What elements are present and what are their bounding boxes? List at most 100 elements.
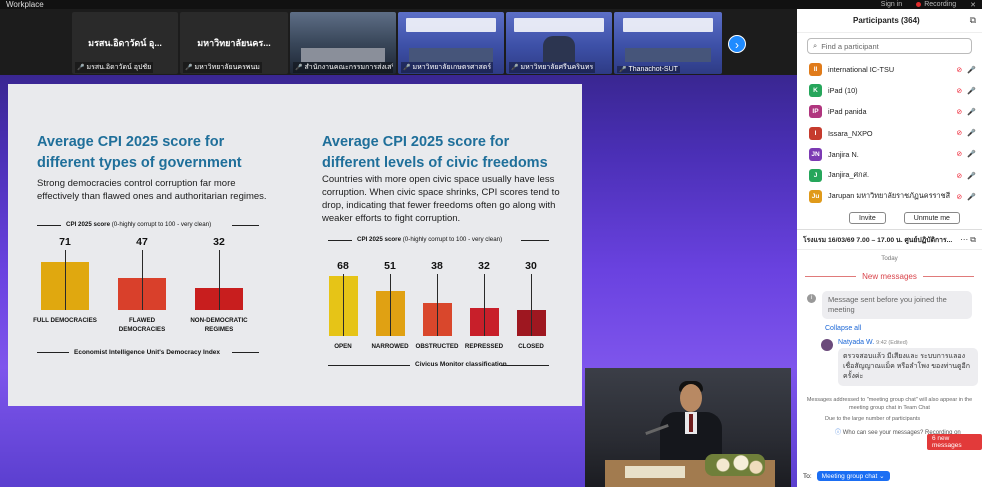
bar-gridline bbox=[343, 274, 344, 336]
search-placeholder: Find a participant bbox=[821, 41, 879, 51]
video-off-icon: ⊘ bbox=[956, 172, 963, 180]
video-banner bbox=[622, 18, 714, 32]
video-off-icon: ⊘ bbox=[956, 193, 963, 201]
video-off-icon: ⊘ bbox=[956, 66, 963, 74]
speaker-head bbox=[680, 384, 702, 412]
participant-search-input[interactable]: ⌕ Find a participant bbox=[807, 38, 972, 54]
system-message-text: Message sent before you joined the meeti… bbox=[822, 291, 972, 319]
message-text: ตรวจสอบแล้ว มีเสียงและ ระบบการแลองเชื่อส… bbox=[838, 348, 978, 386]
speaker-tie bbox=[689, 414, 693, 432]
filmstrip-next-button[interactable]: › bbox=[728, 35, 746, 53]
podium-sign bbox=[625, 466, 685, 478]
mic-muted-icon: 🎤 bbox=[967, 108, 976, 116]
invite-button[interactable]: Invite bbox=[849, 212, 886, 224]
bar-value-label: 47 bbox=[136, 236, 148, 248]
recording-label: Recording bbox=[924, 1, 957, 8]
participant-row[interactable]: IP iPad panida ⊘ 🎤 bbox=[797, 101, 982, 122]
bar-gridline bbox=[65, 250, 66, 310]
participant-row[interactable]: I Issara_NXPO ⊘ 🎤 bbox=[797, 123, 982, 144]
bar-value-label: 30 bbox=[525, 260, 537, 272]
participant-row[interactable]: JN Janjira N. ⊘ 🎤 bbox=[797, 144, 982, 165]
recording-indicator[interactable]: Recording bbox=[916, 1, 956, 9]
bar-category-label: OBSTRUCTED bbox=[415, 343, 459, 350]
tile-label: 🎤 มหาวิทยาลัยเกษตรศาสตร์ bbox=[401, 62, 494, 73]
participant-tile[interactable]: มหาวิทยาลัยนคร... 🎤 มหาวิทยาลัยนครพนม bbox=[180, 12, 288, 74]
who-can-see-notice[interactable]: ⓘ Who can see your messages? Recording o… bbox=[835, 430, 961, 436]
bar-category-label: NARROWED bbox=[371, 343, 409, 350]
tile-label: 🎤สำนักงานคณะกรรมการส่งเสริมวิทยาศาสตร์..… bbox=[293, 62, 393, 73]
mic-muted-icon: 🎤 bbox=[967, 87, 976, 95]
chat-title: โรงแรม 16/03/69 7.00 – 17.00 น. ศูนย์ปฏิ… bbox=[803, 237, 953, 244]
avatar: K bbox=[809, 84, 822, 98]
video-off-icon: ⊘ bbox=[956, 108, 963, 116]
chat-menu-icon[interactable]: ⋯ ⧉ bbox=[960, 234, 976, 244]
bar-gridline bbox=[219, 250, 220, 310]
participant-name: Jarupan มหาวิทยาลัยราชภัฏนครราชสีมา bbox=[828, 191, 951, 201]
bar-gridline bbox=[437, 274, 438, 336]
tile-label: 🎤 Thanachot-SUT bbox=[617, 66, 680, 73]
bar-category-label: CLOSED bbox=[518, 343, 544, 350]
participant-name: Issara_NXPO bbox=[828, 128, 873, 138]
bar-value-label: 68 bbox=[337, 260, 349, 272]
left-axis-title: CPI 2025 score (0-highly corrupt to 100 … bbox=[66, 221, 212, 228]
avatar: I bbox=[809, 126, 822, 140]
bar-gridline bbox=[484, 274, 485, 336]
left-chart-source: Economist Intelligence Unit's Democracy … bbox=[74, 349, 221, 356]
participant-row[interactable]: J Janjira_ศกส. ⊘ 🎤 bbox=[797, 165, 982, 186]
participant-row[interactable]: Ju Jarupan มหาวิทยาลัยราชภัฏนครราชสีมา ⊘ 🎤 bbox=[797, 186, 982, 207]
avatar: IP bbox=[809, 105, 822, 119]
divider bbox=[328, 240, 352, 241]
popout-icon[interactable]: ⧉ bbox=[969, 15, 976, 25]
meeting-room-video bbox=[300, 48, 386, 62]
chat-recipient: To: Meeting group chat ⌄ bbox=[803, 471, 890, 481]
new-messages-badge[interactable]: 6 new messages bbox=[927, 434, 982, 450]
shared-slide: Average CPI 2025 score for different typ… bbox=[8, 84, 582, 406]
bar-category-label: FULL DEMOCRACIES bbox=[33, 317, 97, 324]
meeting-room-video bbox=[408, 48, 494, 62]
info-icon: ⓘ bbox=[835, 430, 842, 436]
participant-name: iPad panida bbox=[828, 107, 867, 117]
bar-value-label: 51 bbox=[384, 260, 396, 272]
participant-name: Janjira N. bbox=[828, 149, 859, 159]
participant-row[interactable]: II international IC-TSU ⊘ 🎤 bbox=[797, 59, 982, 80]
bar-value-label: 32 bbox=[213, 236, 225, 248]
window-close-icon[interactable]: ✕ bbox=[970, 1, 976, 9]
flower-arrangement bbox=[705, 454, 765, 476]
meeting-room-video bbox=[624, 48, 712, 62]
participant-name: Janjira_ศกส. bbox=[828, 170, 870, 180]
message-sender: Natyada W. bbox=[838, 339, 875, 346]
participant-tile[interactable]: มรสน.อิดาวัดน์ อุ... 🎤 มรสน.อิดาวัดน์ อุป… bbox=[72, 12, 178, 74]
bar-value-label: 32 bbox=[478, 260, 490, 272]
video-off-icon: ⊘ bbox=[956, 151, 963, 159]
recipient-dropdown[interactable]: Meeting group chat ⌄ bbox=[816, 471, 890, 481]
mic-muted-icon: 🎤 bbox=[967, 130, 976, 138]
avatar: II bbox=[809, 63, 822, 77]
divider bbox=[37, 225, 61, 226]
video-off-icon: ⊘ bbox=[956, 130, 963, 138]
meeting-stage: มรสน.อิดาวัดน์ อุ... 🎤 มรสน.อิดาวัดน์ อุป… bbox=[0, 9, 797, 487]
mic-muted-icon: 🎤 bbox=[967, 172, 976, 180]
video-banner bbox=[514, 18, 604, 32]
search-icon: ⌕ bbox=[813, 41, 818, 50]
bar-gridline bbox=[531, 274, 532, 336]
participant-tile[interactable]: 🎤 Thanachot-SUT bbox=[614, 12, 722, 74]
participant-tile[interactable]: 🎤สำนักงานคณะกรรมการส่งเสริมวิทยาศาสตร์..… bbox=[290, 12, 396, 74]
participants-header: Participants (364) ⧉ bbox=[797, 9, 982, 33]
tile-name: มรสน.อิดาวัดน์ อุ... bbox=[88, 38, 162, 48]
right-chart-source: Civicus Monitor classification bbox=[415, 361, 507, 368]
participant-tile[interactable]: 🎤 มหาวิทยาลัยเกษตรศาสตร์ bbox=[398, 12, 504, 74]
collapse-all-link[interactable]: Collapse all bbox=[825, 325, 862, 332]
tile-label: 🎤 มหาวิทยาลัยนครพนม bbox=[183, 62, 262, 73]
speaker-video[interactable] bbox=[585, 368, 791, 487]
participant-tile[interactable]: 🎤 มหาวิทยาลัยศรีนครินทร bbox=[506, 12, 612, 74]
mic-muted-icon: 🎤 bbox=[185, 65, 193, 71]
bar-category-label: FLAWED DEMOCRACIES bbox=[118, 317, 166, 333]
unmute-me-button[interactable]: Unmute me bbox=[903, 212, 960, 224]
divider bbox=[232, 352, 259, 353]
sign-in-link[interactable]: Sign in bbox=[880, 0, 903, 8]
bar-value-label: 38 bbox=[431, 260, 443, 272]
left-chart-title: Average CPI 2025 score for different typ… bbox=[37, 134, 242, 171]
side-panel: Participants (364) ⧉ ⌕ Find a participan… bbox=[797, 9, 982, 487]
right-axis-title: CPI 2025 score (0-highly corrupt to 100 … bbox=[357, 236, 503, 243]
